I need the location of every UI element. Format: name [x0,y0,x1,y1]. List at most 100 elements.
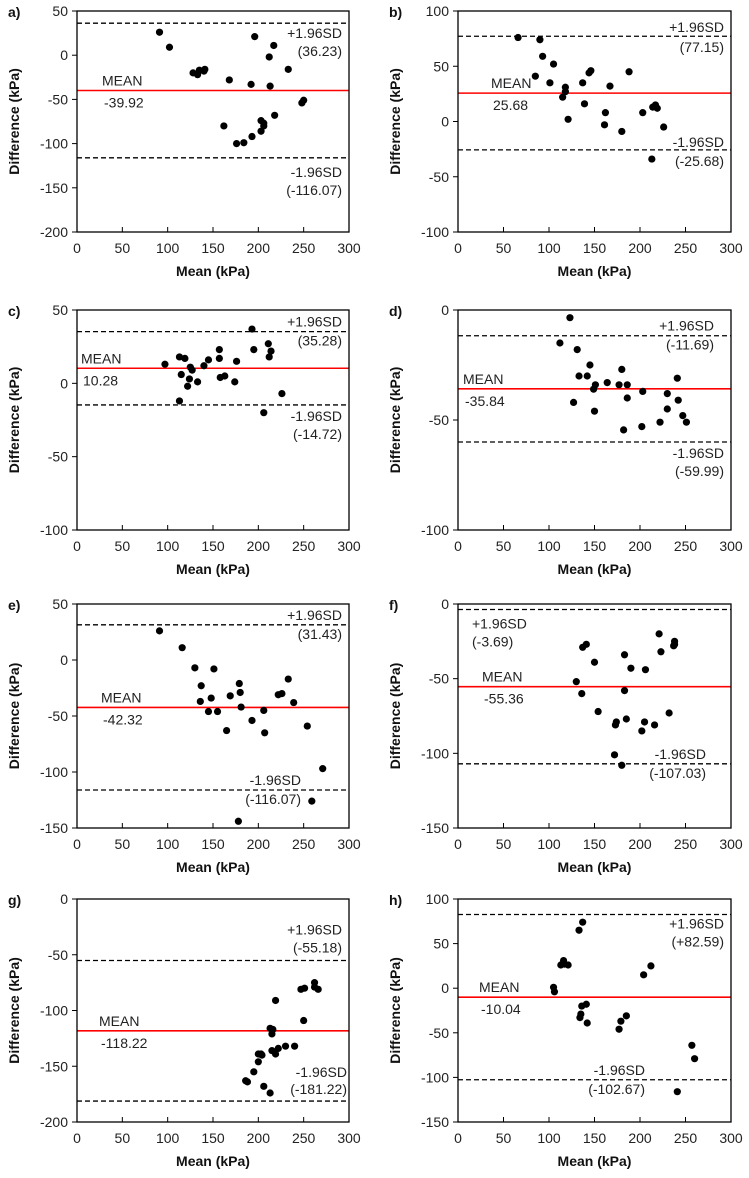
data-point [536,36,544,44]
data-point [622,1012,630,1020]
data-point [587,67,595,75]
x-axis-label: Mean (kPa) [558,263,632,279]
data-point [655,630,663,638]
panel-d: d) 0 -50 -100 0 50 100 150 200 250 300 Mean (kPa) Di… [387,302,743,577]
y-tick-label: 50 [433,936,449,952]
lower-loa-label: -1.96SD [655,746,706,762]
lower-loa-value: (-59.99) [675,463,724,479]
data-point [566,314,574,322]
data-point [260,409,268,417]
mean-value: -55.36 [484,691,524,707]
x-tick-label: 150 [201,240,225,256]
data-point [582,640,590,648]
data-point [531,72,539,80]
data-point [623,394,631,402]
upper-loa-value: (+82.59) [671,934,724,950]
data-point [274,1044,282,1053]
data-point [656,418,664,426]
y-tick-label: -100 [421,1069,449,1085]
data-point [319,765,327,773]
y-tick-label: -50 [429,412,449,428]
x-tick-label: 300 [337,1130,361,1146]
lower-loa-label: -1.96SD [673,134,724,150]
data-point [261,729,269,737]
data-point [618,761,626,769]
plot-frame [76,309,350,531]
x-tick-label: 300 [719,1130,743,1146]
x-tick-label: 0 [73,240,81,256]
x-tick-label: 100 [537,836,561,852]
y-tick-label: 0 [441,980,449,996]
data-point [175,353,184,361]
panel-e: e) 50 0 -50 -100 -150 0 50 100 150 200 250 300 Mean (… [6,596,361,875]
y-tick-label: -50 [429,169,449,185]
y-tick-label: 0 [60,891,68,907]
y-axis-label: Difference (kPa) [387,68,403,175]
data-point [271,111,279,119]
y-tick-label: -100 [421,522,449,538]
upper-loa-value: (36.23) [298,43,342,59]
data-point [260,706,268,715]
data-point [647,962,655,970]
mean-value: -39.92 [104,94,144,110]
data-point [267,347,275,355]
lower-loa-value: (-107.03) [649,765,706,781]
upper-loa-label: +1.96SD [287,25,342,41]
x-tick-label: 200 [628,538,652,554]
data-point [290,698,298,707]
mean-label: MEAN [479,979,519,995]
mean-label: MEAN [463,371,503,387]
data-point [578,690,586,698]
x-tick-label: 200 [247,538,271,554]
y-tick-label: -150 [421,820,449,836]
panel-c: c) 50 0 -50 -100 0 50 100 150 200 250 300 Mean (kPa)… [6,302,361,577]
panel-letter: d) [389,303,402,319]
x-tick-label: 150 [583,836,607,852]
data-point [310,979,319,987]
y-axis-label: Difference (kPa) [387,957,403,1064]
data-point [615,1025,623,1033]
data-point [155,28,164,36]
panel-letter: h) [389,892,402,908]
data-point [235,679,243,688]
y-tick-label: -100 [40,522,68,538]
data-point [638,423,646,431]
mean-value: 10.28 [83,372,118,388]
x-tick-label: 50 [496,836,512,852]
data-point [579,79,587,87]
x-axis-label: Mean (kPa) [176,859,250,875]
data-point [575,372,583,380]
data-point [539,52,547,60]
data-point [556,339,564,347]
data-point [247,80,255,88]
panel-g: g) 0 -50 -100 -150 -200 0 50 100 150 200 250 300 Mean… [6,891,361,1169]
mean-value: -35.84 [465,393,505,409]
y-tick-label: -50 [48,91,68,107]
lower-loa-value: (-25.68) [675,153,724,169]
data-point [623,381,631,389]
x-tick-label: 100 [156,1130,180,1146]
data-point [579,918,587,926]
data-point [673,1088,681,1096]
x-tick-label: 250 [292,538,316,554]
x-tick-label: 0 [73,538,81,554]
panel-letter: a) [8,4,20,20]
data-point [300,96,308,104]
lower-loa-value: (-102.67) [588,1081,645,1097]
data-point [271,996,280,1005]
data-point [573,346,581,354]
y-tick-label: 50 [52,596,68,612]
y-tick-label: -50 [429,671,449,687]
data-point [559,93,567,101]
x-tick-label: 300 [337,836,361,852]
lower-loa-label: -1.96SD [296,1064,347,1080]
data-point [679,412,687,420]
data-point [657,648,665,656]
y-axis-label: Difference (kPa) [387,367,403,474]
data-point [250,1068,258,1076]
data-point [193,378,202,386]
data-point [265,53,273,61]
data-point [314,985,322,993]
x-tick-label: 150 [583,538,607,554]
lower-loa-label: -1.96SD [673,445,724,461]
